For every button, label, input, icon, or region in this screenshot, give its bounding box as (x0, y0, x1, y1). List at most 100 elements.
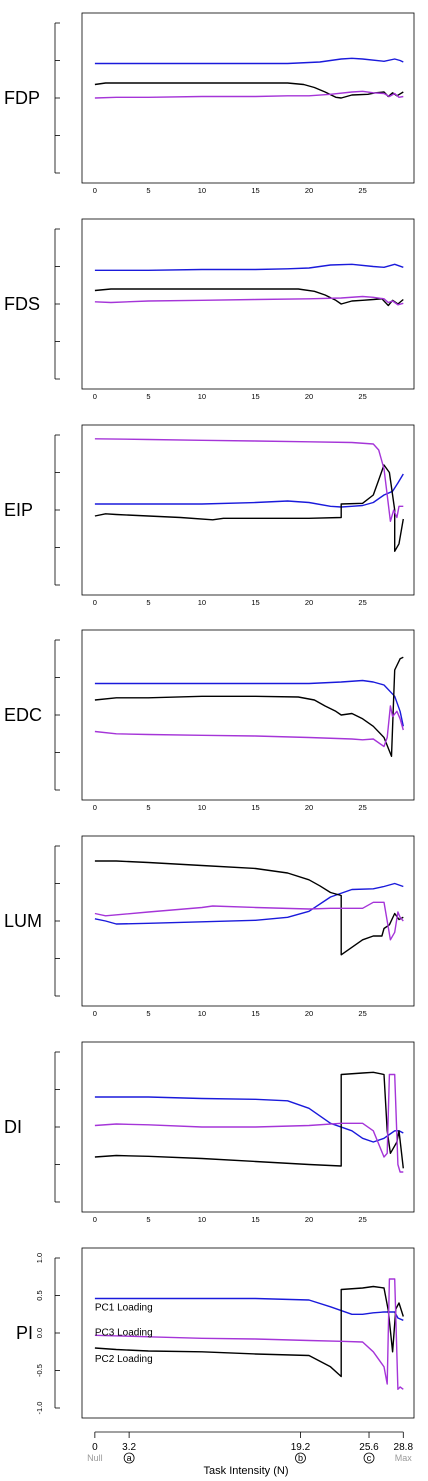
plot-frame (81, 424, 415, 596)
panel-pi: PI 1.0 0.5 0.0 -0.5 -1.0 PC1 Loading PC2 Loadin… (16, 1247, 415, 1419)
plot-frame (81, 629, 415, 801)
x-tick-label: 5 (146, 186, 150, 195)
x-tick-label: 25 (358, 598, 366, 607)
series-line-pc2 (94, 288, 404, 307)
x-tick-label: 0 (93, 598, 97, 607)
series-line-pc1 (94, 882, 404, 925)
series-line-pc1 (94, 473, 404, 508)
series-line-pc3 (94, 1073, 404, 1173)
x-tick-label: 20 (305, 186, 313, 195)
x-tick-label: 20 (305, 1009, 313, 1018)
panel-eip: EIP 0 5 10 15 20 25 (4, 424, 415, 607)
x-tick-label: 15 (251, 1215, 259, 1224)
panel-fdp: FDP 0 5 10 15 20 25 (4, 12, 415, 195)
x-tick-label: 20 (305, 803, 313, 812)
plot-frame (81, 1041, 415, 1213)
x-tick-label: 10 (198, 392, 206, 401)
series-line-pc3 (94, 705, 404, 748)
x-tick-label: 5 (146, 598, 150, 607)
series-line-pc1 (94, 1297, 404, 1321)
series-label-pc2: PC2 Loading (95, 1354, 153, 1365)
series-line-pc2 (94, 656, 404, 757)
x-tick-label: 25 (358, 392, 366, 401)
x-tick-label: 10 (198, 186, 206, 195)
bottom-tick-label: 0 (92, 1442, 98, 1453)
x-tick-label: 25 (358, 1009, 366, 1018)
x-tick-label: 15 (251, 598, 259, 607)
x-tick-label: 5 (146, 803, 150, 812)
series-line-pc1 (94, 263, 404, 271)
y-tick-label: 0.0 (35, 1328, 44, 1338)
bottom-sub-label: Null (87, 1453, 103, 1463)
circled-letter: b (298, 1453, 303, 1463)
x-tick-label: 15 (251, 186, 259, 195)
series-line-pc3 (94, 901, 404, 941)
panel-di: DI 0 5 10 15 20 25 (4, 1041, 415, 1224)
x-tick-label: 5 (146, 1215, 150, 1224)
plot-frame (81, 835, 415, 1007)
x-tick-label: 0 (93, 1009, 97, 1018)
series-line-pc2 (94, 1071, 404, 1169)
series-line-pc3 (94, 438, 404, 522)
muscle-label: PI (16, 1323, 33, 1343)
series-line-pc2 (94, 464, 404, 552)
x-tick-label: 10 (198, 1215, 206, 1224)
x-tick-label: 25 (358, 1215, 366, 1224)
x-axis-label: Task Intensity (N) (204, 1465, 289, 1477)
bottom-tick-label: 3.2 (122, 1442, 136, 1453)
plot-frame (81, 218, 415, 390)
muscle-label: EIP (4, 500, 33, 520)
series-line-pc3 (94, 295, 404, 306)
x-tick-label: 20 (305, 1215, 313, 1224)
series-line-pc2 (94, 1285, 404, 1378)
x-tick-label: 20 (305, 598, 313, 607)
series-label-pc1: PC1 Loading (95, 1303, 153, 1314)
series-line-pc2 (94, 82, 404, 99)
series-line-pc3 (94, 1278, 404, 1390)
x-tick-label: 25 (358, 186, 366, 195)
x-tick-label: 15 (251, 803, 259, 812)
plot-frame (81, 1247, 415, 1419)
bottom-sub-label: Max (395, 1453, 413, 1463)
x-tick-label: 25 (358, 803, 366, 812)
x-tick-label: 5 (146, 1009, 150, 1018)
circled-marker (295, 1452, 306, 1464)
y-tick-label: 0.5 (35, 1290, 44, 1300)
y-tick-label: -1.0 (35, 1402, 44, 1415)
circled-letter: a (127, 1453, 132, 1463)
bottom-tick-label: 28.8 (394, 1442, 414, 1453)
y-tick-label: 1.0 (35, 1253, 44, 1263)
x-tick-label: 10 (198, 1009, 206, 1018)
x-tick-label: 10 (198, 598, 206, 607)
x-tick-label: 15 (251, 392, 259, 401)
x-tick-label: 0 (93, 1215, 97, 1224)
panel-fds: FDS 0 5 10 15 20 25 (4, 218, 415, 401)
series-line-pc3 (94, 90, 404, 99)
x-tick-label: 0 (93, 803, 97, 812)
series-line-pc1 (94, 679, 404, 727)
y-tick-label: -0.5 (35, 1364, 44, 1377)
muscle-label: FDS (4, 294, 40, 314)
plot-frame (81, 12, 415, 184)
x-tick-label: 10 (198, 803, 206, 812)
muscle-label: FDP (4, 88, 40, 108)
muscle-label: LUM (4, 911, 42, 931)
series-line-pc1 (94, 57, 404, 65)
bottom-tick-label: 19.2 (291, 1442, 311, 1453)
x-tick-label: 0 (93, 186, 97, 195)
series-label-pc3: PC3 Loading (95, 1327, 153, 1338)
x-tick-label: 0 (93, 392, 97, 401)
circled-letter: c (367, 1453, 372, 1463)
x-tick-label: 5 (146, 392, 150, 401)
panel-lum: LUM 0 5 10 15 20 25 (4, 835, 415, 1018)
x-tick-label: 15 (251, 1009, 259, 1018)
x-tick-label: 20 (305, 392, 313, 401)
series-line-pc1 (94, 1096, 404, 1143)
bottom-tick-label: 25.6 (359, 1442, 379, 1453)
panel-edc: EDC 0 5 10 15 20 25 (4, 629, 415, 812)
muscle-label: EDC (4, 705, 42, 725)
circled-marker (363, 1452, 375, 1464)
